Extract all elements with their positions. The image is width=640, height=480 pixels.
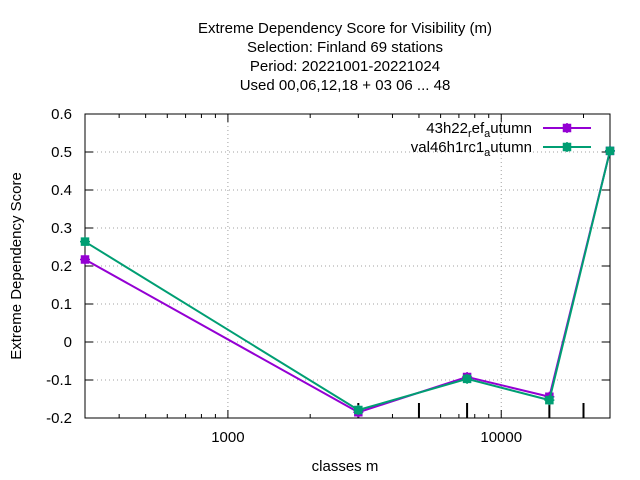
data-point — [80, 254, 90, 265]
series-line-1 — [84, 150, 611, 414]
data-point — [80, 236, 90, 247]
legend-marker-2 — [562, 142, 572, 152]
legend-marker-1 — [562, 123, 572, 133]
y-tick-label: 0.1 — [51, 296, 72, 313]
grid — [85, 114, 610, 418]
y-tick-label: 0.2 — [51, 258, 72, 275]
legend-label-2: val46h1rc1autumn — [411, 139, 532, 159]
y-tick-label: -0.1 — [46, 372, 72, 389]
plot-frame — [84, 113, 611, 419]
legend-label-1: 43h22refautumn — [426, 120, 532, 140]
y-tick-label: -0.2 — [46, 410, 72, 427]
series-layer — [80, 145, 615, 418]
x-axis-label: classes m — [312, 458, 379, 475]
data-point — [353, 405, 364, 416]
y-tick-label: 0 — [64, 334, 72, 351]
x-tick-label: 1000 — [211, 429, 244, 446]
data-point — [462, 373, 473, 384]
x-tick-label: 10000 — [480, 429, 522, 446]
title-line-2: Selection: Finland 69 stations — [247, 39, 443, 56]
y-tick-label: 0.5 — [51, 144, 72, 161]
y-axis-label: Extreme Dependency Score — [8, 172, 25, 360]
legend: 43h22refautumn val46h1rc1autumn — [411, 120, 591, 159]
data-point — [605, 145, 615, 156]
y-axis: -0.2 -0.1 0 0.1 0.2 0.3 0.4 0.5 0.6 — [46, 106, 610, 427]
x-axis: 1000 10000 — [118, 114, 585, 446]
chart-title: Extreme Dependency Score for Visibility … — [198, 20, 492, 94]
title-line-1: Extreme Dependency Score for Visibility … — [198, 20, 492, 37]
title-line-3: Period: 20221001-20221024 — [250, 58, 440, 75]
title-line-4: Used 00,06,12,18 + 03 06 ... 48 — [240, 77, 451, 94]
series-line-2 — [84, 150, 611, 412]
y-tick-label: 0.6 — [51, 106, 72, 123]
data-point — [544, 395, 555, 406]
y-tick-label: 0.4 — [51, 182, 72, 199]
y-tick-label: 0.3 — [51, 220, 72, 237]
